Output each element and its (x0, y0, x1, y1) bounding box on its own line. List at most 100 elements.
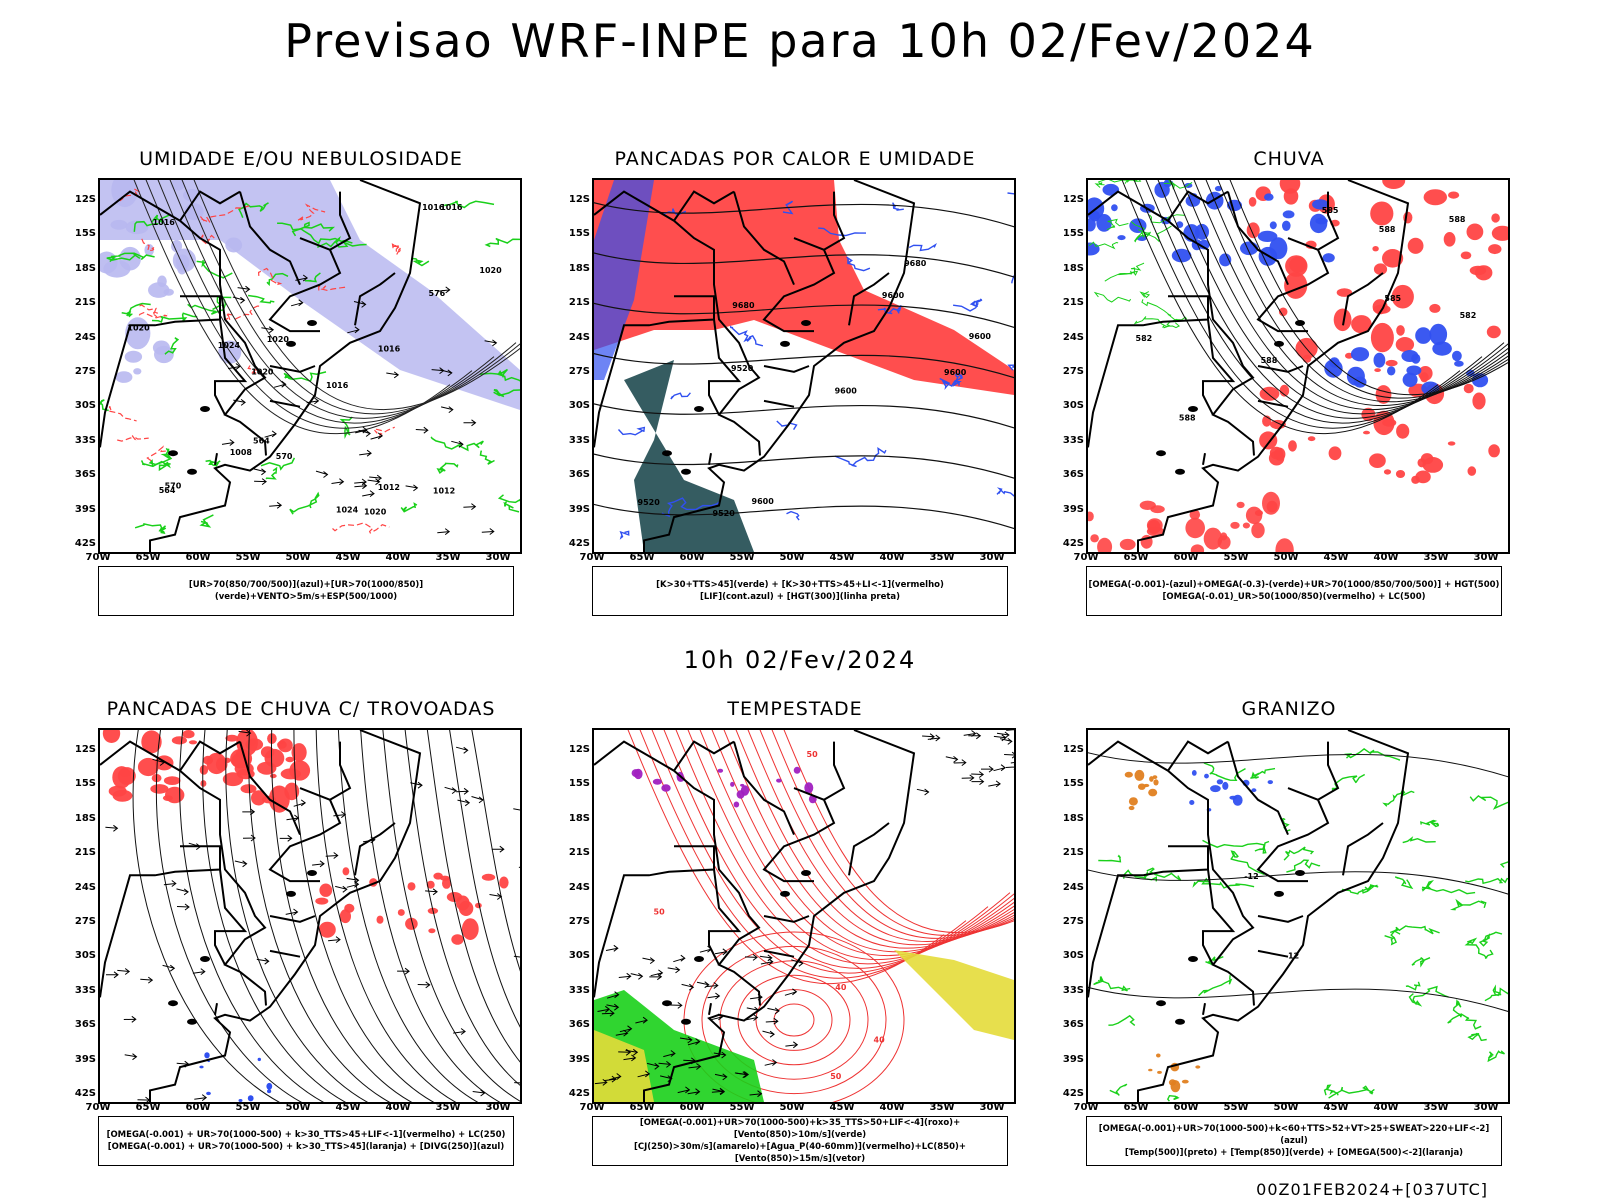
lake (801, 869, 811, 876)
temp850-line (1411, 957, 1431, 968)
hgt500-line (1181, 180, 1508, 411)
temp850-line (1109, 1083, 1128, 1096)
omega500-orange (1149, 776, 1154, 782)
lake (1295, 319, 1305, 326)
storm-red (257, 761, 277, 775)
streamline (202, 730, 347, 1102)
country-border (1227, 741, 1289, 835)
humidity-azul (170, 180, 185, 191)
run-info-footer: 00Z01FEB2024+[037UTC] (1256, 1180, 1488, 1199)
lon-tick-label: 45W (335, 1102, 361, 1113)
country-border (269, 949, 301, 958)
country-border (269, 365, 316, 373)
thickness-line (108, 406, 137, 422)
wind-vector (370, 432, 384, 440)
rain-red (1336, 288, 1353, 297)
wind-vector (707, 992, 721, 1000)
lat-tick-label: 18S (568, 812, 590, 824)
temp850-line (1408, 985, 1449, 1007)
lat-tick-label: 27S (74, 916, 96, 927)
legend-line: [OMEGA(-0.001)+UR>70(1000-500)+k>35_TTS>… (639, 1118, 961, 1140)
wind-vector (269, 501, 283, 509)
streamline (155, 730, 303, 1102)
country-border (823, 191, 846, 251)
wind-vector (221, 439, 235, 446)
divergence-blue (199, 1065, 204, 1069)
lat-tick-label: 15S (74, 228, 96, 240)
storm-red (200, 780, 207, 787)
overlay: -12 -12 (1088, 748, 1508, 1102)
country-border (1257, 365, 1304, 373)
jet-yellow (894, 950, 1014, 1040)
storm-red (461, 918, 479, 940)
panel-title: UMIDADE E/OU NEBULOSIDADE (139, 148, 463, 170)
rain-red (1370, 201, 1394, 226)
country-border (1202, 319, 1236, 416)
lat-tick-label: 18S (568, 262, 590, 274)
streamline-arrow (256, 957, 270, 965)
rain-red (1415, 470, 1431, 484)
legend-line: [OMEGA(-0.001)-(azul)+OMEGA(-0.3)-(verde… (1088, 580, 1500, 590)
omega-blue (1312, 199, 1329, 210)
basemap (100, 730, 422, 1102)
storm-red (291, 743, 307, 762)
rain-red (1472, 392, 1486, 410)
omega-blue (1350, 347, 1370, 362)
thickness-line (332, 522, 390, 534)
storm-red (451, 934, 464, 945)
omega-green (1133, 316, 1180, 329)
jet-yellow (594, 1030, 654, 1102)
lon-tick-label: 45W (1323, 1102, 1349, 1113)
hgt300-line (594, 201, 1014, 228)
lat-tick-label: 21S (74, 297, 96, 309)
temp850-line (1331, 773, 1366, 791)
country-border (239, 191, 301, 285)
streamline (449, 730, 520, 1028)
streamline (225, 730, 369, 1102)
legend-line: [CJ(250)>30m/s](amarelo)+[Agua_P(40-60mm… (633, 1142, 967, 1164)
wind-vector (749, 1090, 763, 1098)
lc850-line (627, 730, 945, 984)
lif-contour (730, 325, 764, 347)
lake (168, 450, 178, 457)
legend-line: [Temp(500)](preto) + [Temp(850)](verde) … (1124, 1148, 1464, 1158)
streamline (404, 730, 520, 1086)
lake (187, 468, 197, 475)
contour-label: 588 (1379, 225, 1396, 234)
streamline-arrow (234, 860, 248, 868)
wind-vector (1006, 730, 1014, 733)
contour-label: 1020 (364, 507, 387, 516)
lake (694, 406, 704, 413)
lc850-vortex (737, 974, 851, 1066)
rain-red (1203, 527, 1223, 550)
legend-line: [OMEGA(-0.01)_UR>50(1000/850)(vermelho) … (1162, 592, 1426, 602)
rain-red (1463, 383, 1474, 394)
humidity-verde (100, 399, 109, 412)
rain-red (1373, 410, 1395, 436)
storm-red (342, 867, 350, 876)
country-border (594, 740, 761, 1006)
lat-tick-label: 24S (1062, 331, 1084, 343)
map-chuva: 588 588 588 585 582 585 582 588 (1086, 178, 1510, 554)
country-border (733, 191, 795, 285)
omega-blue (1088, 218, 1096, 232)
storm-red (481, 873, 496, 881)
wind-vector (273, 380, 287, 388)
rain-red (1395, 337, 1415, 352)
storm-red (165, 786, 185, 804)
humidity-verde (196, 259, 233, 279)
lon-tick-label: 70W (579, 552, 605, 563)
country-border (1342, 822, 1384, 876)
omega500-orange (1148, 1068, 1153, 1072)
lat-tick-label: 15S (568, 778, 590, 790)
lake (1274, 890, 1284, 897)
storm-red (225, 734, 239, 742)
lon-tick-label: 50W (779, 1102, 805, 1113)
wind-vector (677, 1086, 691, 1094)
lake (801, 319, 811, 326)
contour-label: 1012 (433, 487, 455, 496)
country-border (708, 319, 742, 416)
streamline-arrow (176, 888, 189, 896)
lat-tick-label: 18S (1062, 262, 1084, 274)
streamline (382, 730, 520, 1102)
